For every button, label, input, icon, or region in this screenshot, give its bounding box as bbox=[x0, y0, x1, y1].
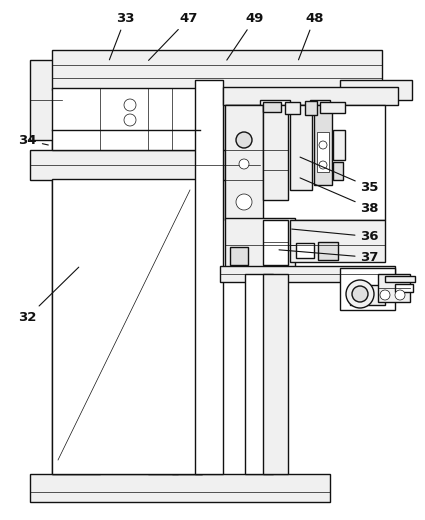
Text: 35: 35 bbox=[300, 157, 379, 194]
Bar bbox=[314, 105, 332, 185]
Circle shape bbox=[319, 161, 327, 169]
Bar bbox=[52, 124, 100, 474]
Bar bbox=[395, 284, 413, 292]
Bar bbox=[263, 102, 281, 112]
Bar bbox=[260, 100, 290, 112]
Bar bbox=[263, 274, 288, 474]
Circle shape bbox=[239, 159, 249, 169]
Bar bbox=[30, 150, 260, 180]
Bar bbox=[172, 124, 202, 474]
Bar bbox=[245, 274, 273, 474]
Circle shape bbox=[395, 290, 405, 300]
Text: 49: 49 bbox=[227, 12, 264, 60]
Bar bbox=[290, 105, 312, 190]
Bar bbox=[195, 80, 223, 474]
Bar bbox=[340, 268, 395, 310]
Bar bbox=[30, 474, 330, 502]
Text: 32: 32 bbox=[18, 267, 79, 323]
Bar bbox=[320, 102, 345, 113]
Bar bbox=[333, 162, 343, 180]
Circle shape bbox=[352, 286, 368, 302]
Circle shape bbox=[236, 194, 252, 210]
Bar bbox=[296, 243, 314, 258]
Bar bbox=[285, 102, 300, 114]
Text: 34: 34 bbox=[18, 134, 48, 147]
Bar bbox=[230, 247, 248, 265]
Bar bbox=[318, 242, 338, 260]
Text: 36: 36 bbox=[292, 229, 379, 243]
Bar bbox=[263, 220, 288, 265]
Bar bbox=[317, 132, 329, 172]
Text: 37: 37 bbox=[279, 250, 379, 264]
Circle shape bbox=[124, 99, 136, 111]
Bar bbox=[340, 80, 412, 100]
Bar bbox=[220, 266, 395, 282]
Bar bbox=[52, 179, 202, 474]
Text: 38: 38 bbox=[300, 178, 379, 215]
Bar bbox=[52, 88, 197, 150]
Text: 33: 33 bbox=[109, 12, 135, 60]
Bar bbox=[263, 105, 288, 200]
Text: 47: 47 bbox=[149, 12, 198, 60]
Circle shape bbox=[124, 114, 136, 126]
Bar bbox=[223, 87, 398, 105]
Text: 48: 48 bbox=[298, 12, 324, 60]
Circle shape bbox=[236, 132, 252, 148]
Bar bbox=[225, 218, 295, 270]
Circle shape bbox=[380, 290, 390, 300]
Bar bbox=[333, 130, 345, 160]
Bar bbox=[305, 101, 317, 115]
Bar bbox=[225, 105, 263, 220]
Bar bbox=[290, 220, 385, 262]
Bar bbox=[52, 50, 382, 90]
Bar bbox=[350, 285, 385, 305]
Bar bbox=[225, 105, 385, 220]
Bar bbox=[30, 60, 62, 140]
Circle shape bbox=[319, 141, 327, 149]
Circle shape bbox=[346, 280, 374, 308]
Bar bbox=[385, 276, 415, 282]
Bar bbox=[310, 100, 330, 112]
Bar bbox=[378, 274, 410, 302]
Bar bbox=[148, 124, 178, 474]
